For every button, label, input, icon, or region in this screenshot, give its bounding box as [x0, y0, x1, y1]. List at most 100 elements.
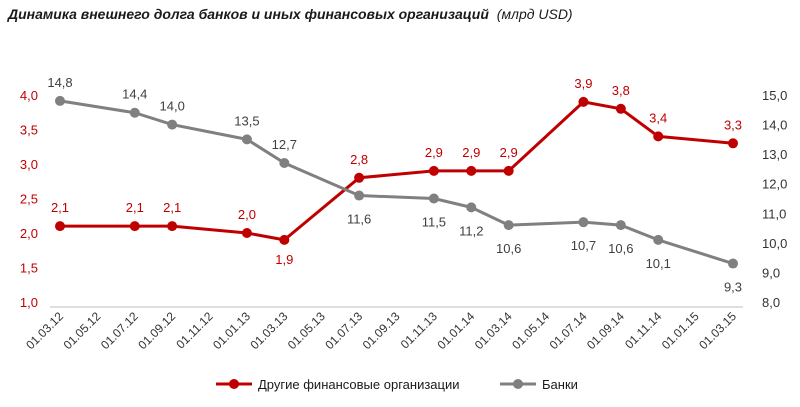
x-tick-label: 01.11.12 [173, 309, 216, 352]
data-label: 3,3 [724, 117, 742, 132]
data-label: 3,9 [574, 76, 592, 91]
data-label: 10,6 [608, 241, 633, 256]
chart-title: Динамика внешнего долга банков и иных фи… [8, 6, 573, 22]
right-y-tick-label: 11,0 [762, 206, 786, 221]
left-y-axis: 1,0 1,5 2,0 2,5 3,0 3,5 4,0 [20, 88, 38, 310]
legend-item: Банки [500, 377, 578, 392]
data-point [55, 95, 65, 106]
legend-marker [229, 379, 239, 389]
data-point [129, 107, 140, 118]
x-tick-label: 01.01.15 [659, 309, 702, 352]
x-tick-label: 01.05.13 [285, 309, 328, 352]
data-label: 11,5 [422, 215, 446, 230]
data-label: 3,4 [649, 110, 667, 125]
x-tick-label: 01.09.13 [360, 309, 403, 352]
x-tick-label: 01.03.14 [472, 309, 515, 352]
x-tick-label: 01.03.13 [248, 309, 291, 352]
data-point [578, 96, 589, 107]
data-label: 2,9 [425, 145, 443, 160]
legend-label: Банки [542, 377, 578, 392]
data-label: 14,4 [122, 87, 147, 102]
legend-item: Другие финансовые организации [216, 377, 460, 392]
data-point [653, 234, 664, 245]
right-y-tick-label: 13,0 [762, 147, 787, 162]
right-y-tick-label: 8,0 [762, 295, 780, 310]
data-label: 1,9 [275, 252, 293, 267]
x-tick-label: 01.05.14 [509, 309, 552, 352]
data-point [354, 190, 365, 201]
left-y-tick-label: 1,5 [20, 261, 38, 276]
series-layer: 2,1 2,1 2,1 2,01,92,8 2,9 2,9 2,93,9 3,83,4 3,31… [47, 75, 742, 295]
right-y-tick-label: 12,0 [762, 177, 787, 192]
data-label: 13,5 [234, 113, 259, 128]
data-label: 2,0 [238, 207, 256, 222]
x-tick-label: 01.05.12 [61, 309, 104, 352]
legend-marker [513, 379, 523, 389]
left-y-tick-label: 2,0 [20, 226, 38, 241]
data-point [279, 158, 290, 169]
left-y-tick-label: 3,5 [20, 123, 38, 138]
data-point [466, 202, 477, 213]
data-label: 10,1 [646, 256, 671, 271]
data-point [428, 165, 439, 176]
data-point [615, 220, 626, 231]
x-tick-label: 01.11.13 [398, 309, 441, 352]
x-tick-label: 01.03.15 [696, 309, 739, 352]
data-label: 2,8 [350, 152, 368, 167]
data-point [167, 119, 178, 130]
right-y-tick-label: 14,0 [762, 118, 787, 133]
right-y-tick-label: 10,0 [762, 236, 787, 251]
data-point [241, 134, 252, 145]
data-point [55, 221, 65, 232]
data-point [578, 217, 589, 228]
right-y-axis: 8,0 9,0 10,0 11,0 12,0 13,0 14,0 15,0 [762, 88, 787, 310]
data-point [466, 165, 477, 176]
data-label: 9,3 [724, 280, 742, 295]
x-tick-label: 01.07.12 [98, 309, 141, 352]
data-label: 14,8 [47, 75, 72, 90]
data-point [615, 103, 626, 114]
data-label: 2,9 [500, 145, 518, 160]
data-label: 2,9 [462, 145, 480, 160]
legend: Другие финансовые организации Банки [216, 377, 578, 392]
data-label: 3,8 [612, 83, 630, 98]
data-point [279, 234, 290, 245]
x-tick-label: 01.01.14 [434, 309, 477, 352]
series-line [59, 99, 734, 265]
x-tick-label: 01.11.14 [622, 309, 665, 352]
data-point [428, 193, 439, 204]
right-y-tick-label: 15,0 [762, 88, 787, 103]
chart-title-text: Динамика внешнего долга банков и иных фи… [8, 6, 489, 22]
left-y-tick-label: 3,0 [20, 157, 38, 172]
legend-label: Другие финансовые организации [258, 377, 460, 392]
data-label: 10,6 [496, 241, 521, 256]
series-2: 14,8 14,4 14,0 13,5 12,7 11,6 11,5 11,2 10,6 10,7… [47, 75, 742, 295]
data-point [241, 228, 252, 238]
left-y-tick-label: 4,0 [20, 88, 38, 103]
left-y-tick-label: 1,0 [20, 295, 38, 310]
data-point [129, 221, 140, 232]
data-label: 11,2 [459, 223, 483, 238]
data-label: 2,1 [51, 200, 69, 215]
x-tick-label: 01.09.12 [135, 309, 178, 352]
x-tick-label: 01.01.13 [210, 309, 253, 352]
right-y-tick-label: 9,0 [762, 265, 780, 280]
data-label: 12,7 [272, 137, 297, 152]
data-point [653, 131, 664, 142]
data-label: 14,0 [160, 99, 185, 114]
data-label: 11,6 [347, 212, 371, 227]
series-1: 2,1 2,1 2,1 2,0 1,9 2,8 2,9 2,9 2,9 3,9 3,8 3,4 3,3 [51, 76, 742, 267]
data-point [728, 258, 738, 269]
x-tick-label: 01.07.14 [547, 309, 590, 352]
data-label: 10,7 [571, 238, 596, 253]
data-label: 2,1 [126, 200, 144, 215]
chart-unit-text: (млрд USD) [496, 6, 573, 22]
x-tick-label: 01.09.14 [584, 309, 627, 352]
data-label: 2,1 [163, 200, 181, 215]
data-point [354, 172, 365, 183]
data-point [503, 165, 514, 176]
series-line [60, 100, 734, 242]
data-point [503, 220, 514, 231]
x-axis: 01.03.1201.05.1201.07.1201.09.1201.11.12… [23, 309, 739, 352]
